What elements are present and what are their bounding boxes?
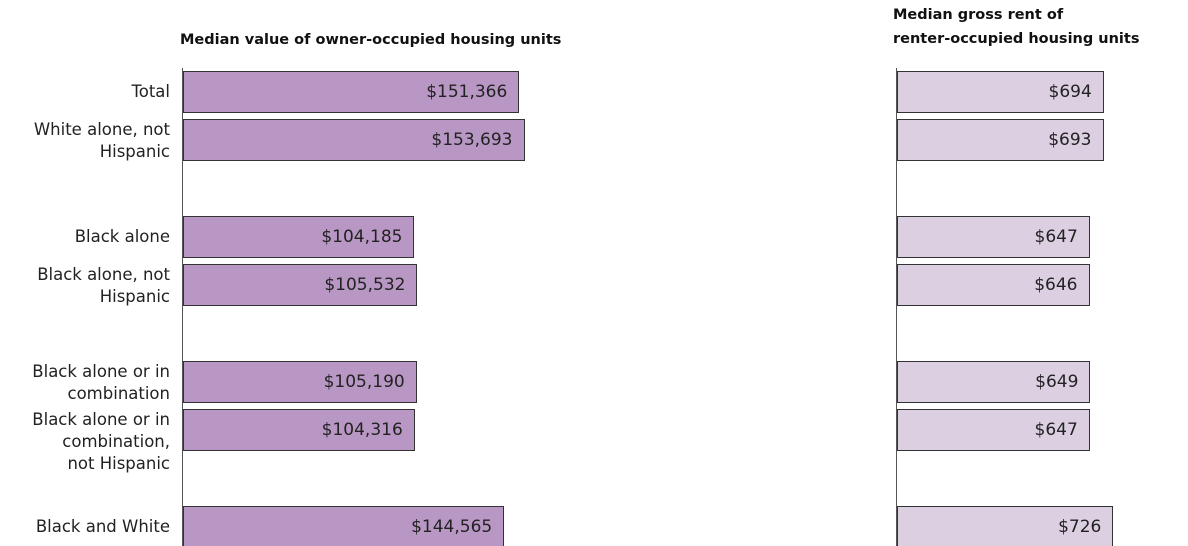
- value-label: $153,693: [431, 130, 513, 150]
- bar: [183, 409, 415, 451]
- bar: [183, 71, 520, 113]
- chart-title: renter-occupied housing units: [893, 31, 1140, 47]
- bar: [897, 264, 1090, 306]
- value-label: $105,190: [323, 372, 405, 392]
- chart-title: Median gross rent of: [893, 7, 1064, 23]
- axis-line: [896, 68, 897, 546]
- category-label: Black alone or in combination: [32, 362, 170, 403]
- bar: [897, 361, 1091, 403]
- bar: [897, 216, 1090, 258]
- value-label: $646: [1034, 275, 1078, 295]
- value-label: $649: [1035, 372, 1079, 392]
- axis-line: [182, 68, 183, 546]
- chart-title: Median value of owner-occupied housing u…: [180, 32, 562, 48]
- bar: [183, 361, 417, 403]
- value-label: $151,366: [426, 82, 508, 102]
- category-label: Black alone or in combination, not Hispa…: [32, 410, 170, 473]
- category-label: White alone, not Hispanic: [33, 120, 170, 161]
- value-label: $726: [1058, 517, 1102, 537]
- value-label: $104,185: [321, 227, 403, 247]
- category-label: Black alone, not Hispanic: [37, 265, 170, 306]
- value-label: $104,316: [321, 420, 403, 440]
- category-label: Total: [131, 82, 170, 101]
- value-label: $694: [1048, 82, 1092, 102]
- category-label: Black alone: [74, 227, 170, 246]
- bar: [183, 119, 525, 161]
- bar: [183, 506, 505, 546]
- value-label: $647: [1034, 227, 1078, 247]
- bar: [897, 506, 1114, 546]
- bar: [897, 409, 1090, 451]
- bar: [183, 264, 418, 306]
- value-label: $144,565: [411, 517, 493, 537]
- value-label: $647: [1034, 420, 1078, 440]
- value-label: $693: [1048, 130, 1092, 150]
- bar: [897, 71, 1104, 113]
- category-label: Black and White: [35, 517, 170, 536]
- value-label: $105,532: [324, 275, 406, 295]
- bar: [183, 216, 415, 258]
- bar: [897, 119, 1104, 161]
